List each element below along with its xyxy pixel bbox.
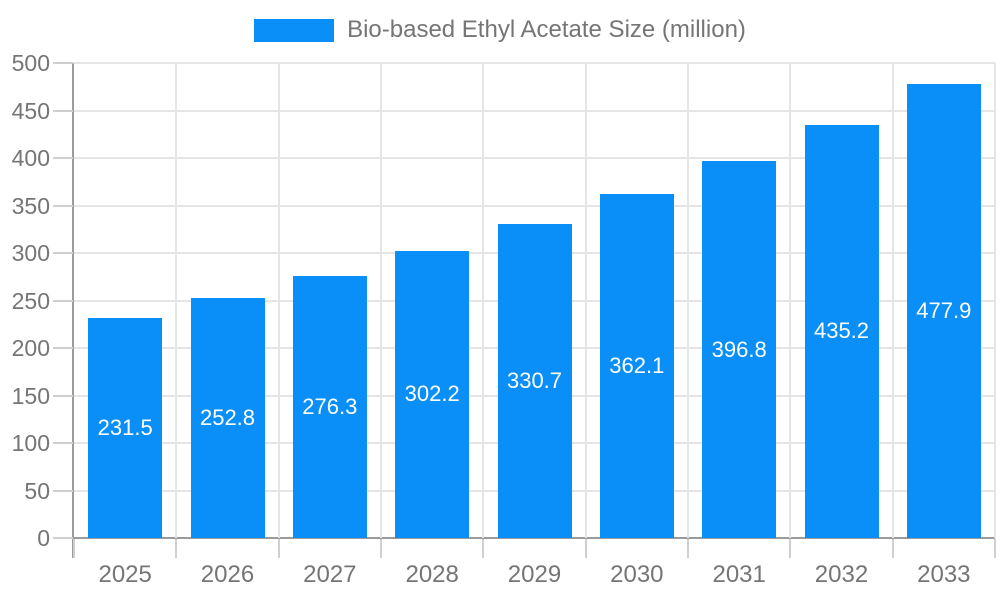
x-tick-label: 2030: [610, 561, 664, 588]
y-tick-label: 500: [11, 50, 50, 76]
x-gridline: [891, 63, 894, 538]
x-tick-label: 2027: [303, 561, 357, 588]
y-tick-label: 150: [11, 382, 50, 409]
bar: 477.9: [906, 84, 981, 538]
y-axis-tick: [53, 204, 73, 207]
bar: 252.8: [190, 297, 265, 538]
x-gridline: [994, 63, 996, 538]
bar-value-label: 231.5: [97, 415, 153, 441]
x-tick-label: 2026: [200, 561, 255, 588]
bar-value-label: 362.1: [609, 353, 665, 378]
x-tick-label: 2025: [98, 561, 152, 588]
y-axis-tick: [53, 489, 73, 492]
y-tick-label: 300: [11, 240, 50, 266]
plot-area: 231.5 252.8 276.3 302.2 330.7 362.1 396.8 435.2…: [74, 62, 996, 538]
x-axis-tick: [789, 539, 792, 558]
x-tick-label: 2032: [814, 561, 869, 588]
y-axis-tick: [53, 109, 73, 112]
y-axis-tick: [53, 62, 73, 64]
x-gridline: [175, 63, 178, 538]
x-axis-tick: [687, 539, 689, 558]
y-tick-label: 400: [11, 145, 50, 171]
legend-swatch: [254, 18, 335, 42]
y-axis-tick: [53, 394, 73, 397]
y-axis-tick: [53, 299, 73, 302]
y-axis-tick: [53, 157, 73, 159]
y-axis-tick: [53, 442, 73, 444]
bar-value-label: 330.7: [506, 367, 563, 393]
bar: 231.5: [88, 318, 163, 538]
y-axis-tick: [53, 347, 73, 349]
x-gridline: [380, 63, 382, 538]
bar: 396.8: [702, 161, 777, 538]
bar: 302.2: [395, 250, 470, 538]
bar-value-label: 252.8: [199, 404, 256, 430]
x-axis-tick: [73, 539, 75, 558]
y-tick-label: 450: [11, 97, 50, 124]
x-axis-tick: [175, 539, 178, 558]
bar-value-label: 276.3: [302, 393, 358, 419]
y-gridline: [74, 157, 995, 159]
x-axis-tick: [994, 539, 996, 558]
bar: 362.1: [599, 194, 674, 538]
y-tick-label: 350: [11, 192, 50, 219]
x-tick-label: 2033: [917, 561, 971, 588]
x-gridline: [482, 63, 485, 538]
y-tick-label: 50: [24, 477, 50, 504]
x-axis-tick: [482, 539, 485, 558]
x-gridline: [789, 63, 792, 538]
x-axis-line: [74, 537, 995, 539]
bar-value-label: 435.2: [813, 318, 870, 344]
y-tick-label: 200: [11, 335, 50, 361]
y-tick-label: 0: [37, 525, 50, 551]
y-gridline: [74, 109, 995, 112]
y-tick-label: 100: [11, 430, 50, 456]
y-gridline: [74, 204, 995, 207]
chart-legend[interactable]: Bio-based Ethyl Acetate Size (million): [0, 8, 1000, 52]
y-gridline: [74, 62, 995, 64]
bar-value-label: 477.9: [916, 298, 972, 323]
bar-value-label: 302.2: [404, 381, 460, 407]
bar: 435.2: [804, 124, 879, 538]
y-axis-tick: [53, 537, 73, 539]
x-axis-tick: [891, 539, 894, 558]
x-axis-tick: [380, 539, 382, 558]
x-gridline: [277, 63, 280, 538]
y-axis-tick: [53, 252, 73, 254]
x-gridline: [584, 63, 587, 538]
x-gridline: [687, 63, 689, 538]
legend-label: Bio-based Ethyl Acetate Size (million): [347, 15, 746, 43]
x-tick-label: 2031: [712, 561, 766, 588]
bar: 276.3: [292, 275, 367, 538]
x-tick-label: 2028: [405, 561, 459, 588]
y-tick-label: 250: [11, 287, 50, 314]
x-tick-label: 2029: [507, 561, 562, 588]
y-axis-line: [72, 63, 74, 558]
x-axis-tick: [584, 539, 587, 558]
bar-value-label: 396.8: [711, 336, 767, 362]
bar: 330.7: [497, 223, 572, 538]
x-axis-tick: [277, 539, 280, 558]
